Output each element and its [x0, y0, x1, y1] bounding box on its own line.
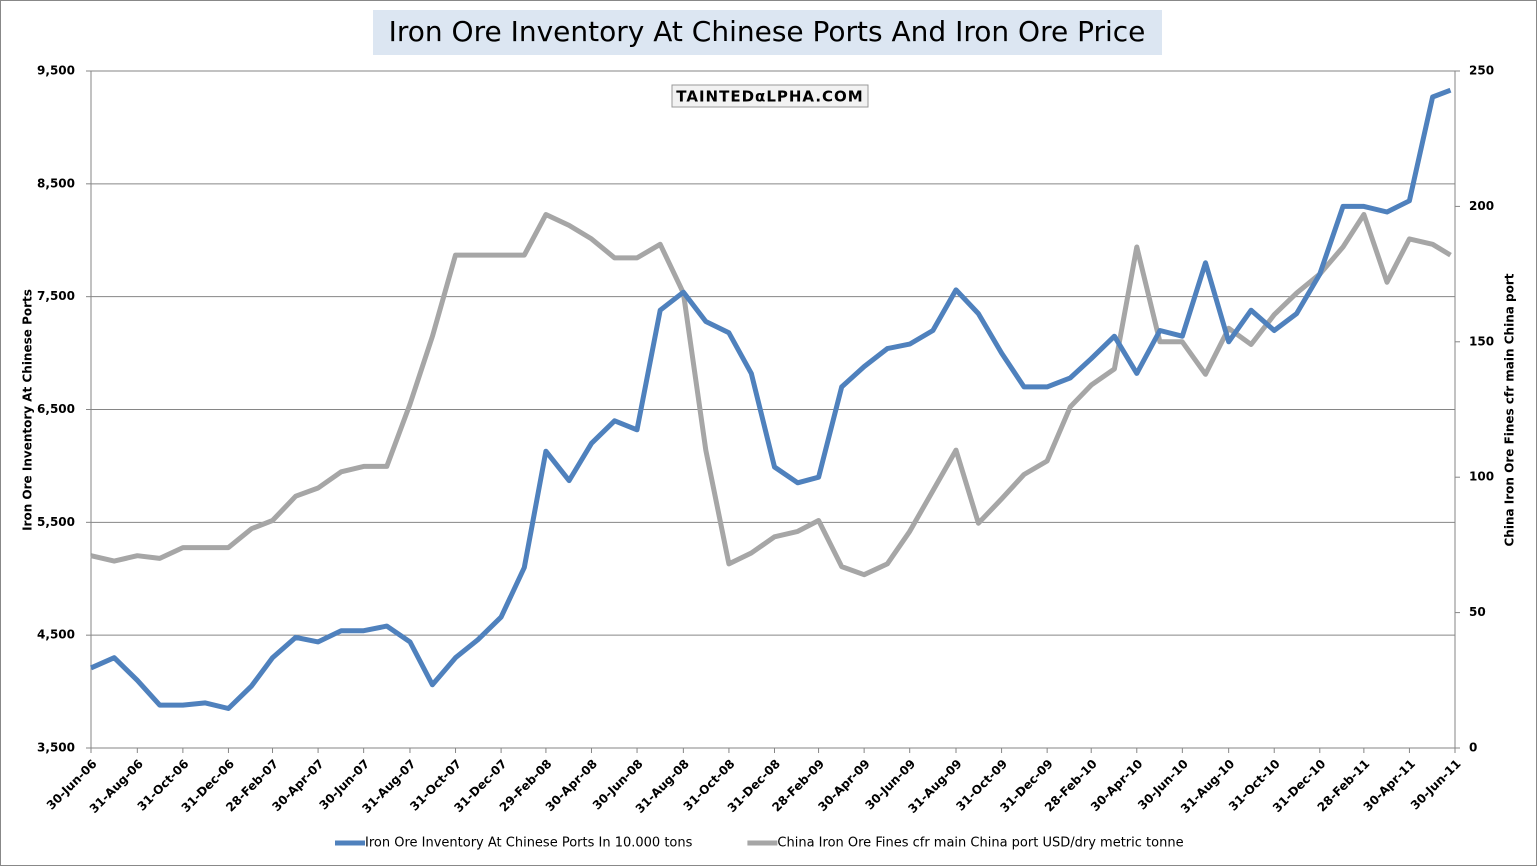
y2-tick-label: 50 [1469, 605, 1486, 619]
data-line [89, 87, 1452, 711]
y-tick-label: 6,500 [37, 402, 75, 416]
y-tick-label: 3,500 [37, 741, 75, 755]
legend-label: Iron Ore Inventory At Chinese Ports In 1… [365, 836, 693, 851]
y2-axis-label: China Iron Ore Fines cfr main China port [1503, 273, 1517, 546]
y-tick-label: 5,500 [37, 515, 75, 529]
y2-tick-label: 200 [1469, 199, 1494, 213]
y2-tick-label: 0 [1469, 741, 1477, 755]
y-axis-label: Iron Ore Inventory At Chinese Ports [21, 289, 35, 531]
y2-tick-label: 250 [1469, 64, 1494, 78]
y-tick-label: 9,500 [37, 64, 75, 78]
y-tick-label: 7,500 [37, 289, 75, 303]
watermark-box [671, 84, 869, 108]
legend-label: China Iron Ore Fines cfr main China port… [777, 836, 1183, 851]
y2-tick-label: 150 [1469, 334, 1494, 348]
data-line [90, 212, 1452, 578]
y-tick-label: 8,500 [37, 176, 75, 190]
chart-title: Iron Ore Inventory At Chinese Ports And … [389, 15, 1146, 48]
watermark: TAINTEDαLPHA.COM [676, 88, 863, 106]
y2-tick-label: 100 [1469, 470, 1494, 484]
y-tick-label: 4,500 [37, 628, 75, 642]
title-background [373, 10, 1162, 55]
